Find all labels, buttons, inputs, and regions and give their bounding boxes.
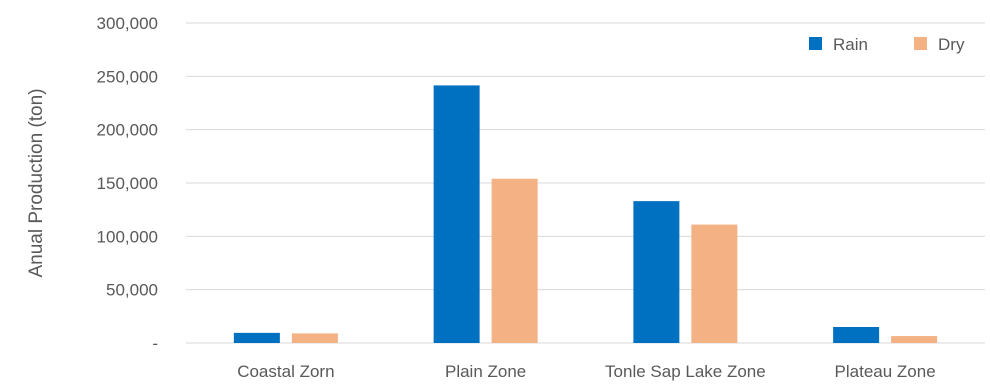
x-tick-label: Plain Zone bbox=[445, 362, 526, 381]
y-tick-label: 250,000 bbox=[97, 67, 158, 86]
y-tick-label: 100,000 bbox=[97, 227, 158, 246]
legend-label-dry: Dry bbox=[938, 35, 965, 54]
y-tick-label: 200,000 bbox=[97, 121, 158, 140]
x-axis-ticks: Coastal Zorn Plain Zone Tonle Sap Lake Zon… bbox=[237, 362, 935, 381]
bar-dry bbox=[291, 333, 338, 343]
y-tick-label: - bbox=[152, 334, 158, 353]
bar-rain bbox=[233, 332, 280, 343]
legend-swatch-rain bbox=[809, 37, 822, 50]
y-axis-title: Anual Production (ton) bbox=[26, 88, 47, 277]
x-tick-label: Tonle Sap Lake Zone bbox=[605, 362, 766, 381]
bar-rain bbox=[833, 327, 880, 343]
y-tick-label: 50,000 bbox=[106, 281, 158, 300]
bar-dry bbox=[491, 178, 538, 343]
x-tick-label: Plateau Zone bbox=[835, 362, 936, 381]
y-axis-ticks: - 50,000 100,000 150,000 200,000 250,000 300,0… bbox=[97, 14, 158, 353]
legend-label-rain: Rain bbox=[833, 35, 868, 54]
y-tick-label: 300,000 bbox=[97, 14, 158, 33]
bar-rain bbox=[633, 201, 680, 343]
bar-dry bbox=[691, 224, 738, 343]
gridlines bbox=[186, 22, 985, 344]
y-tick-label: 150,000 bbox=[97, 174, 158, 193]
bar-rain bbox=[433, 85, 480, 344]
legend: Rain Dry bbox=[809, 35, 965, 54]
x-tick-label: Coastal Zorn bbox=[237, 362, 334, 381]
bars bbox=[233, 85, 938, 344]
legend-swatch-dry bbox=[914, 37, 927, 50]
bar-dry bbox=[891, 336, 938, 343]
